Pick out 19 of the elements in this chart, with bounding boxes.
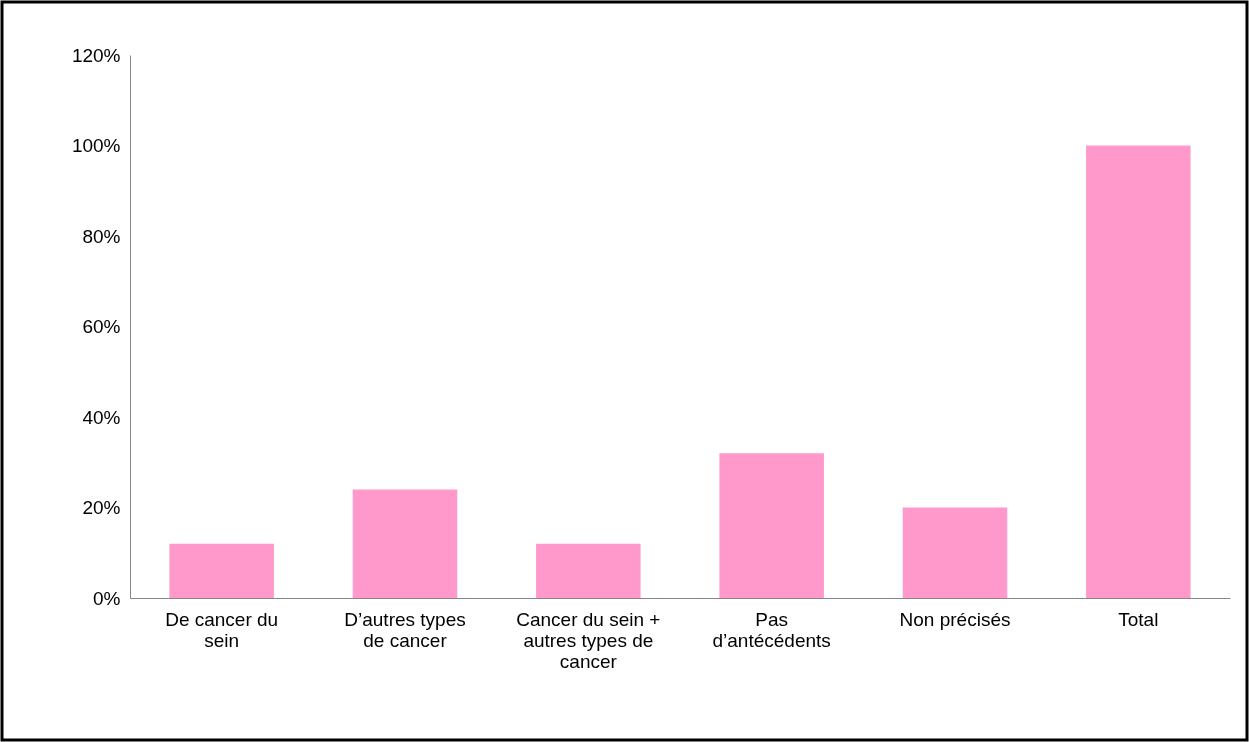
y-tick-label: 0% (93, 587, 121, 609)
y-tick-label: 120% (71, 44, 121, 66)
x-tick-label: Pas d’antécédents (712, 608, 831, 651)
y-tick-label: 60% (82, 316, 121, 337)
x-tick-label: D’autres types de cancer (344, 608, 466, 651)
bar (169, 543, 274, 598)
bar (719, 453, 824, 598)
x-tick-label: Non précisés (899, 608, 1011, 630)
bar (352, 489, 458, 598)
x-tick-label: Cancer du sein + autres types de cancer (516, 608, 661, 672)
bar (536, 543, 641, 598)
y-tick-label: 20% (82, 497, 121, 518)
y-tick-label: 80% (82, 225, 121, 247)
bar (902, 507, 1008, 598)
bar (1086, 145, 1191, 598)
x-tick-label: Total (1118, 608, 1159, 630)
y-tick-label: 100% (71, 135, 121, 156)
y-tick-label: 40% (82, 406, 121, 428)
x-tick-label: De cancer du sein (165, 608, 279, 651)
